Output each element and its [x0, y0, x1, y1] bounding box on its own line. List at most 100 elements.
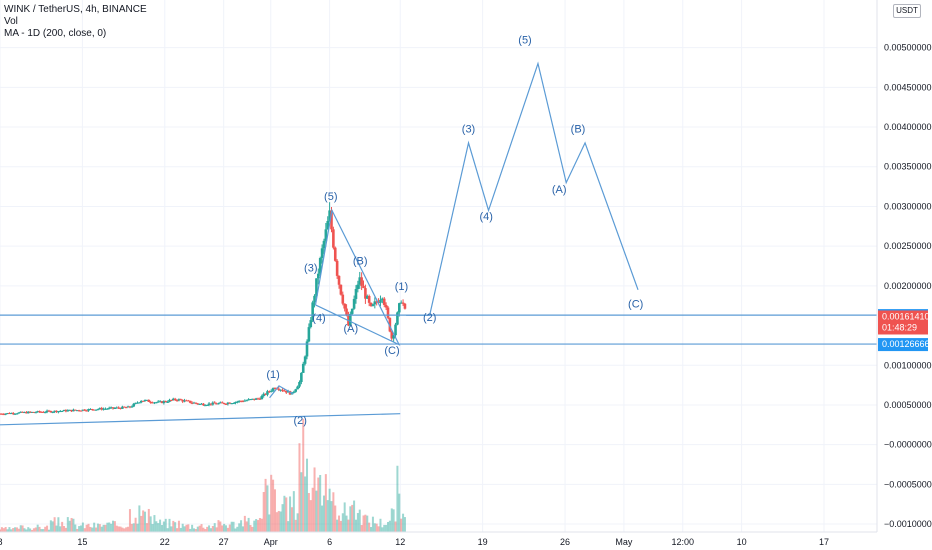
- volume-bar: [72, 518, 75, 532]
- volume-bar: [213, 523, 216, 532]
- volume-bar: [176, 528, 179, 532]
- time-axis[interactable]: 8 15 22 27 Apr 6 12 19 26 May 12:00 10 17: [0, 537, 829, 547]
- volume-bar: [46, 525, 49, 532]
- candle-body: [247, 399, 250, 401]
- candle-body: [281, 389, 284, 391]
- y-tick-label: −0.00050000: [884, 479, 932, 489]
- candle-body: [326, 220, 330, 230]
- candle-body: [58, 411, 62, 413]
- candle-body: [209, 403, 213, 405]
- volume-bar: [243, 515, 246, 532]
- candle-body: [66, 410, 70, 412]
- candle-body: [102, 408, 105, 410]
- x-tick-label: 6: [327, 537, 332, 547]
- candle-body: [72, 409, 75, 412]
- price-axis[interactable]: 0.00500000 0.00450000 0.00400000 0.00350000…: [884, 43, 932, 529]
- candle-body: [249, 399, 252, 401]
- volume-bar: [219, 521, 222, 532]
- volume-bar: [147, 508, 150, 532]
- candle-body: [74, 409, 77, 411]
- y-tick-label: −0.00000000: [884, 440, 932, 450]
- volume-bar: [127, 526, 130, 532]
- candle-body: [365, 295, 369, 299]
- volume-bar: [164, 518, 167, 532]
- volume-bar: [260, 518, 263, 532]
- candle-body: [266, 391, 269, 395]
- volume-bar: [353, 500, 356, 532]
- volume-bar: [59, 526, 62, 532]
- volume-bar: [192, 528, 195, 532]
- volume-bar: [289, 496, 292, 532]
- candle-body: [237, 400, 241, 402]
- candle-body: [100, 408, 104, 410]
- wave-label: (2): [423, 312, 436, 324]
- candle-body: [388, 317, 392, 332]
- volume-bar: [287, 521, 290, 532]
- volume-bar: [172, 520, 175, 532]
- candle-body: [139, 400, 143, 403]
- candle-body: [204, 405, 207, 407]
- candle-body: [175, 400, 179, 402]
- volume-bar: [104, 524, 107, 532]
- wave-label: (5): [324, 191, 337, 203]
- volume-bar: [306, 458, 309, 532]
- volume-bar: [328, 488, 331, 532]
- volume-bar: [371, 516, 374, 532]
- symbol-title[interactable]: WINK / TetherUS, 4h, BINANCE: [4, 4, 147, 15]
- volume-bar: [209, 528, 212, 532]
- candle-body: [106, 408, 109, 410]
- candle-body: [258, 398, 262, 400]
- candle-body: [367, 295, 371, 303]
- candle-body: [162, 401, 166, 404]
- volume-bar: [91, 527, 94, 532]
- volume-bar: [21, 525, 24, 532]
- x-tick-label: 19: [478, 537, 488, 547]
- volume-bar: [394, 521, 397, 532]
- volume-bar: [290, 507, 293, 532]
- candle-body: [168, 399, 171, 402]
- candle-body: [171, 398, 175, 401]
- ma-indicator-label[interactable]: MA - 1D (200, close, 0): [4, 28, 107, 39]
- volume-bar: [32, 528, 35, 532]
- volume-bar: [351, 504, 354, 532]
- volume-bar: [296, 513, 299, 532]
- volume-bar: [110, 523, 113, 532]
- candle-body: [382, 298, 386, 305]
- volume-bar: [373, 523, 376, 532]
- candle-body: [232, 403, 235, 405]
- candle-body: [260, 395, 264, 400]
- y-tick-label: 0.00100000: [884, 360, 932, 370]
- candle-body: [75, 410, 79, 412]
- volume-bar: [217, 520, 220, 532]
- volume-bar: [338, 515, 341, 532]
- volume-bar: [292, 491, 295, 532]
- volume-bar: [368, 522, 371, 532]
- volume-bar: [215, 527, 218, 532]
- elliott-wave-drawing[interactable]: [269, 61, 639, 399]
- volume-bar: [29, 528, 32, 532]
- candle-body: [190, 402, 194, 404]
- volume-indicator-label[interactable]: Vol: [4, 16, 18, 27]
- currency-label[interactable]: USDT: [893, 4, 921, 18]
- volume-bar: [354, 519, 357, 532]
- volume-bar: [356, 513, 359, 532]
- candle-body: [147, 399, 151, 402]
- volume-bar: [360, 525, 363, 532]
- candle-body: [269, 390, 273, 392]
- candle-body: [115, 407, 119, 409]
- wave-label: (5): [518, 35, 531, 47]
- candle-body: [399, 302, 403, 304]
- horizontal-lines[interactable]: [0, 314, 877, 345]
- candle-body: [362, 285, 365, 289]
- volume-bar: [36, 524, 39, 532]
- candle-body: [286, 391, 290, 393]
- volume-bar: [74, 524, 77, 532]
- volume-bar: [145, 523, 148, 532]
- volume-bar: [281, 504, 284, 532]
- volume-bar: [345, 515, 348, 532]
- volume-bar: [140, 515, 143, 532]
- volume-bar: [10, 529, 13, 532]
- volume-bar: [42, 529, 45, 532]
- wave-label: (4): [312, 313, 325, 325]
